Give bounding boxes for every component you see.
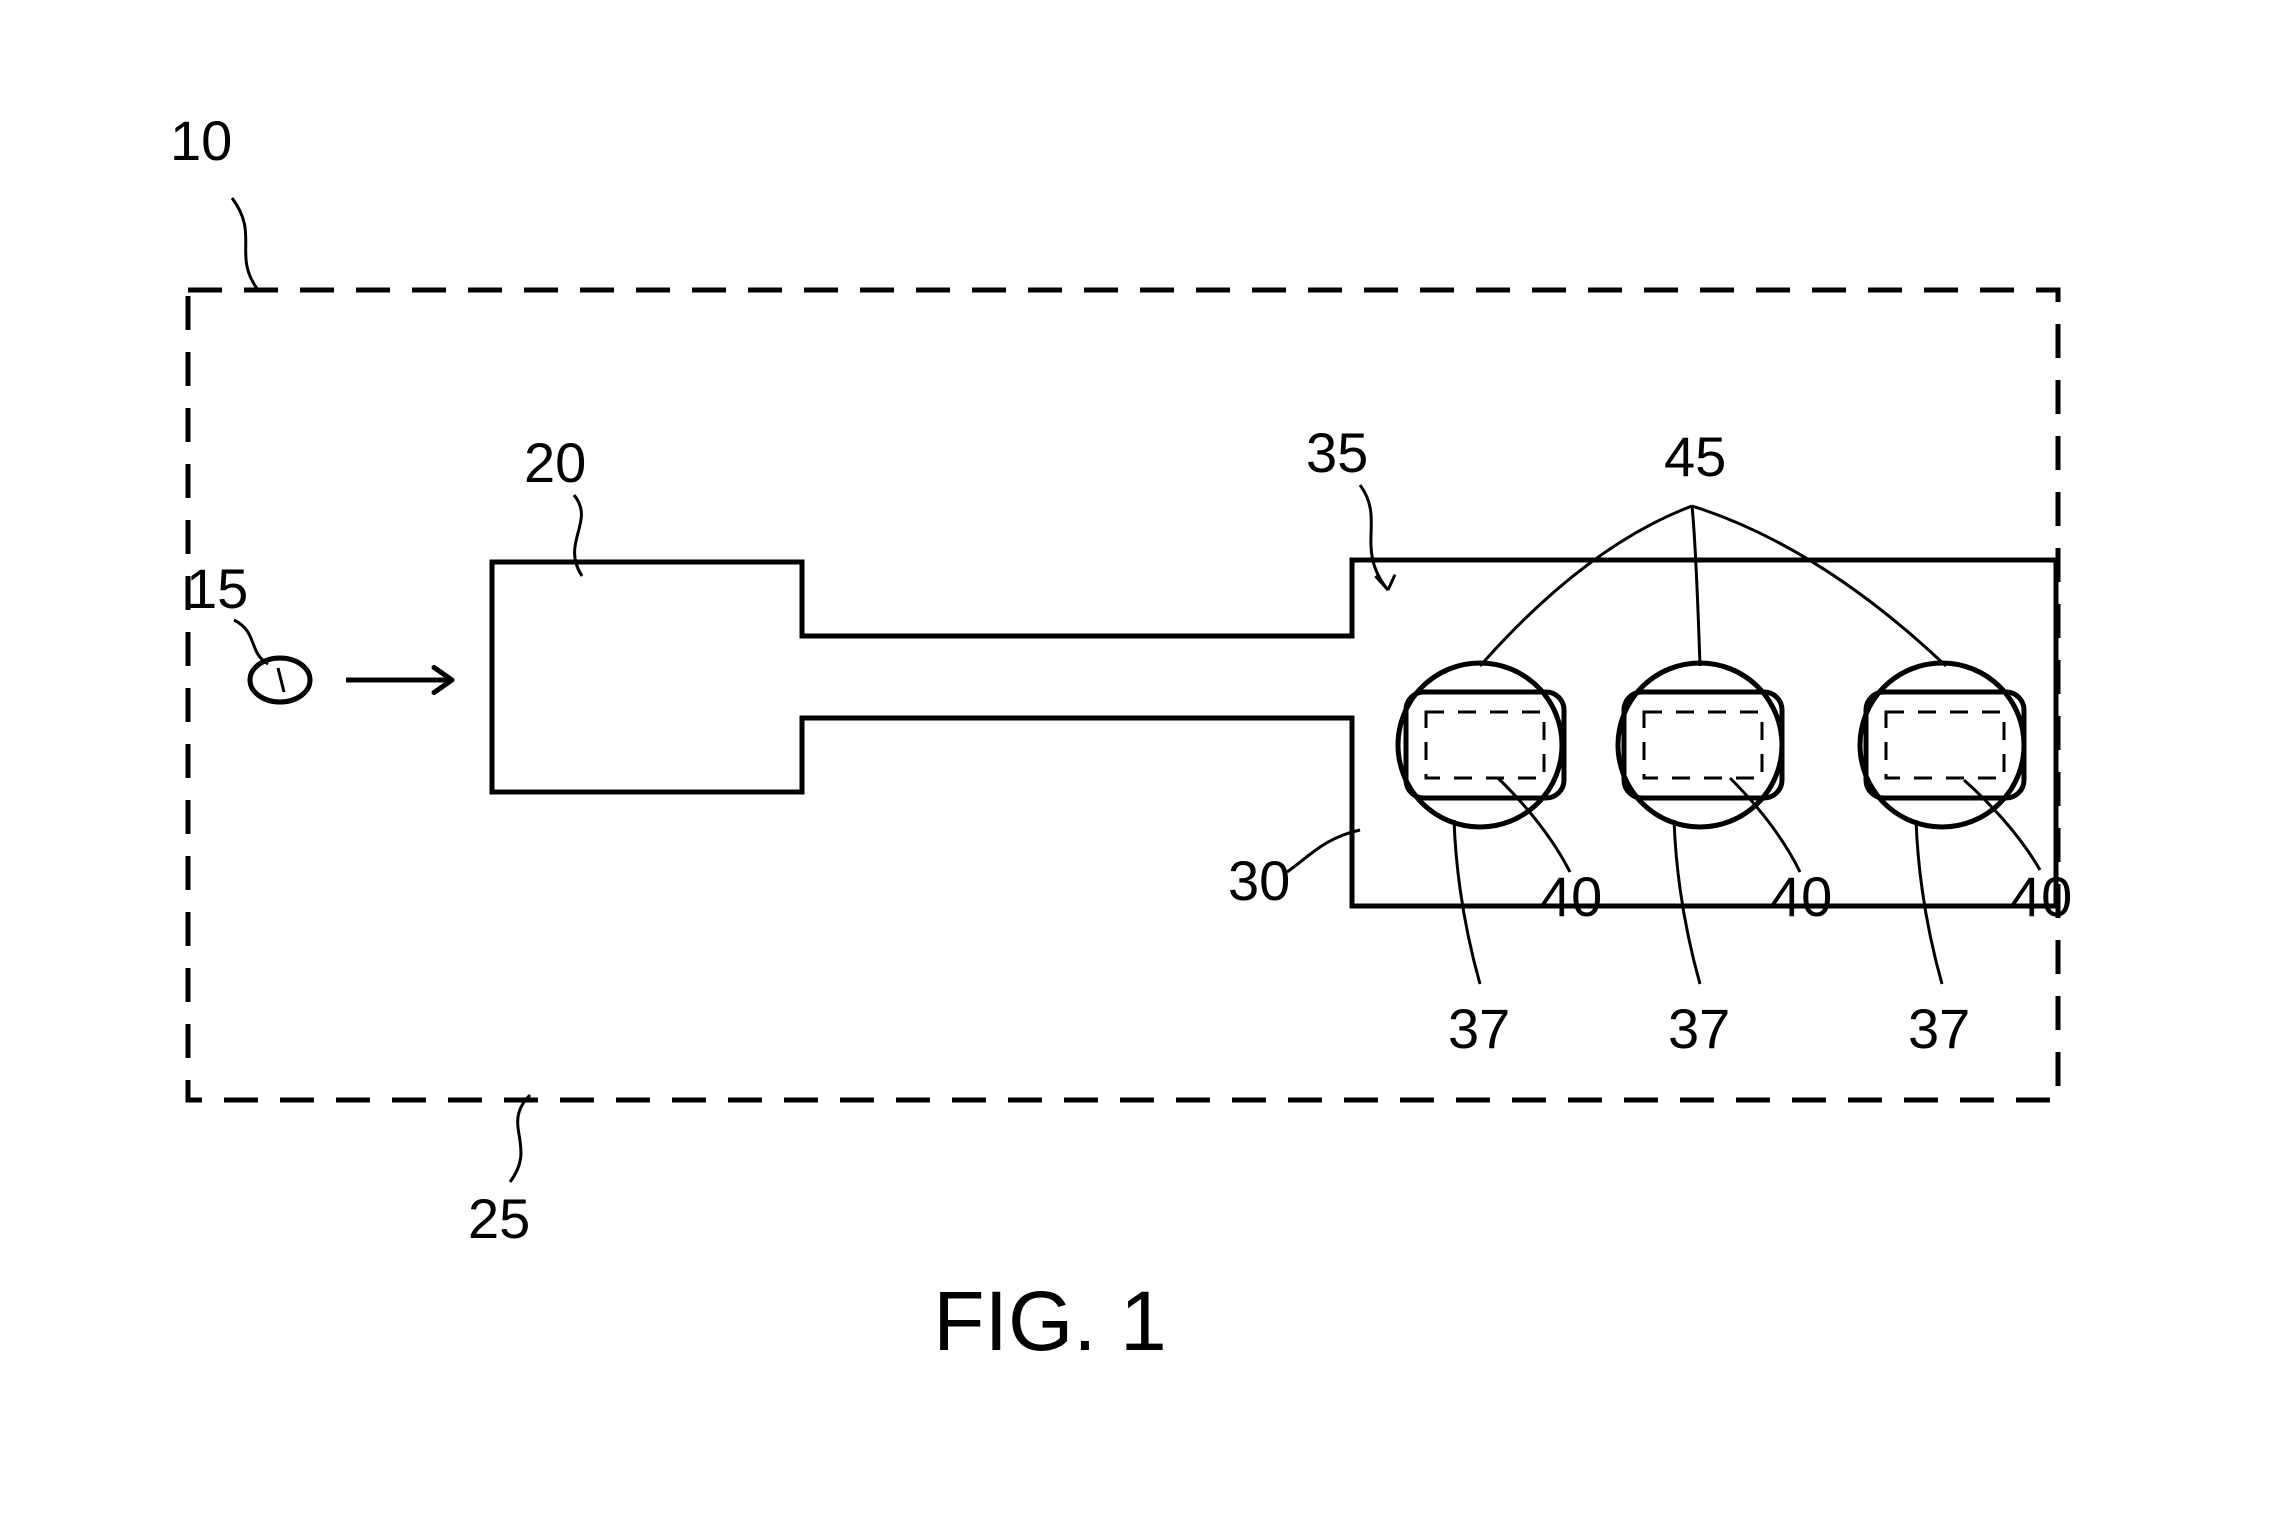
dashed-inner-40: [1886, 712, 2004, 778]
label-37: 37: [1448, 997, 1510, 1060]
leader-45: [1480, 506, 1692, 666]
label-20: 20: [524, 431, 586, 494]
leader-35: [1360, 485, 1388, 590]
label-15: 15: [186, 557, 248, 620]
leader-25: [510, 1095, 530, 1182]
leader-37: [1916, 820, 1942, 984]
circle-45: [1398, 663, 1562, 827]
leader-15: [234, 620, 268, 664]
label-37: 37: [1908, 997, 1970, 1060]
leader-30: [1287, 830, 1360, 872]
leader-37: [1454, 820, 1480, 984]
leader-40: [1964, 780, 2040, 870]
leader-10: [232, 198, 258, 290]
roundrect-37: [1624, 692, 1782, 798]
leader-45: [1692, 506, 1946, 666]
dashed-inner-40: [1426, 712, 1544, 778]
label-37: 37: [1668, 997, 1730, 1060]
leader-45: [1692, 506, 1700, 666]
label-45: 45: [1664, 425, 1726, 488]
element-15-tick: [278, 668, 284, 692]
roundrect-37: [1866, 692, 2024, 798]
leader-37: [1674, 820, 1700, 984]
roundrect-37: [1406, 692, 1564, 798]
label-35: 35: [1306, 421, 1368, 484]
patent-figure-1: 10 15 20 25 30 35 45 40 40 40 37 37 37 FIG. 1: [0, 0, 2285, 1531]
label-10: 10: [170, 109, 232, 172]
figure-title: FIG. 1: [933, 1274, 1166, 1368]
label-40: 40: [1770, 865, 1832, 928]
label-40: 40: [2010, 865, 2072, 928]
dashed-inner-40: [1644, 712, 1762, 778]
label-40: 40: [1540, 865, 1602, 928]
label-25: 25: [468, 1187, 530, 1250]
label-30: 30: [1228, 849, 1290, 912]
